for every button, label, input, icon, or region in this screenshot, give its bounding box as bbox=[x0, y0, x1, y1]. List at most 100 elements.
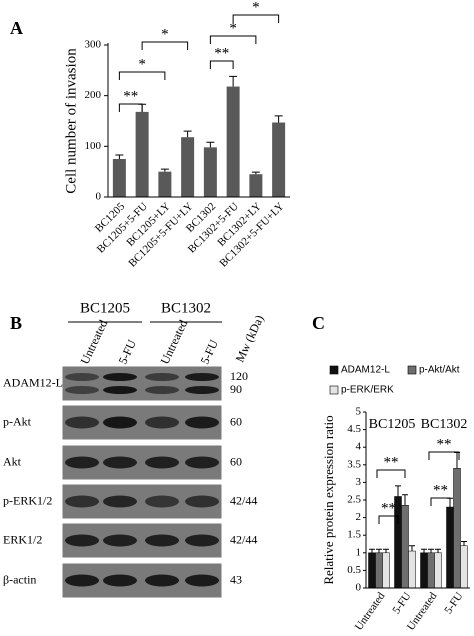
blot-band bbox=[145, 373, 179, 381]
error-bar bbox=[376, 548, 382, 553]
significance-bracket bbox=[430, 497, 451, 506]
row-label: ERK1/2 bbox=[3, 532, 42, 546]
error-bar bbox=[251, 171, 260, 175]
panel-letter: A bbox=[10, 18, 23, 38]
blot-band bbox=[145, 495, 179, 508]
error-bar bbox=[395, 485, 401, 497]
significance-bracket bbox=[118, 103, 143, 112]
row-label: p-ERK1/2 bbox=[3, 493, 52, 507]
blot-band bbox=[103, 416, 137, 429]
error-bar bbox=[369, 548, 375, 553]
significance-label: * bbox=[252, 0, 260, 15]
bar bbox=[427, 552, 435, 589]
y-tick-label: 4.5 bbox=[347, 423, 361, 435]
lane-label: Untreated bbox=[78, 318, 111, 367]
error-bar bbox=[461, 541, 467, 546]
x-tick-label: Untreated bbox=[353, 590, 388, 633]
blot-band bbox=[103, 373, 137, 381]
bar bbox=[272, 122, 286, 197]
significance-bracket bbox=[376, 469, 406, 478]
blot-band bbox=[185, 495, 219, 508]
blot-band bbox=[185, 373, 219, 381]
bar bbox=[375, 552, 383, 589]
significance-bracket bbox=[428, 451, 460, 460]
mw-label: 60 bbox=[230, 454, 242, 468]
bar bbox=[181, 137, 195, 197]
error-bar bbox=[206, 141, 215, 148]
significance-bracket bbox=[209, 60, 234, 69]
blot-band bbox=[65, 534, 99, 547]
error-bar bbox=[183, 130, 192, 138]
blot-band bbox=[145, 574, 179, 587]
y-tick-label: 2 bbox=[356, 511, 362, 523]
error-bar bbox=[383, 548, 389, 553]
significance-bracket bbox=[209, 35, 257, 44]
mw-label: 42/44 bbox=[230, 532, 257, 546]
blot-band bbox=[65, 574, 99, 587]
panel-letter: B bbox=[10, 313, 22, 333]
blot-band bbox=[65, 495, 99, 508]
x-tick-label: 5-FU bbox=[390, 590, 413, 616]
mw-label: 43 bbox=[230, 572, 242, 586]
blot-band bbox=[145, 534, 179, 547]
error-bar bbox=[421, 548, 427, 553]
error-bar bbox=[160, 168, 169, 172]
blot-band bbox=[65, 386, 99, 394]
group-label: BC1205 bbox=[369, 417, 416, 432]
bar bbox=[446, 506, 454, 589]
bar bbox=[249, 174, 263, 197]
y-axis-label: Relative protein expression ratio bbox=[321, 415, 336, 584]
significance-bracket bbox=[118, 71, 166, 80]
y-tick-label: 0 bbox=[96, 191, 102, 203]
mw-label: 90 bbox=[230, 382, 242, 396]
row-label: p-Akt bbox=[3, 414, 32, 428]
significance-label: * bbox=[229, 20, 237, 36]
mw-label: 120 bbox=[230, 369, 248, 383]
significance-bracket bbox=[232, 14, 280, 23]
y-tick-label: 200 bbox=[85, 89, 102, 101]
blot-band bbox=[185, 416, 219, 429]
bar bbox=[408, 550, 416, 589]
y-tick-label: 0 bbox=[356, 582, 362, 594]
legend-swatch bbox=[329, 365, 339, 375]
row-label: β-actin bbox=[3, 572, 36, 586]
significance-label: * bbox=[138, 56, 146, 72]
error-bar bbox=[435, 548, 441, 553]
significance-label: ** bbox=[437, 436, 452, 452]
blot-band bbox=[103, 386, 137, 394]
legend-swatch bbox=[329, 385, 339, 395]
cell-line-label: BC1302 bbox=[161, 300, 211, 316]
significance-label: ** bbox=[433, 482, 448, 498]
legend-swatch bbox=[407, 365, 417, 375]
significance-label: ** bbox=[123, 88, 138, 104]
y-tick-label: 3 bbox=[356, 476, 362, 488]
y-tick-label: 1 bbox=[356, 546, 362, 558]
bar bbox=[460, 545, 468, 589]
legend-label: p-Akt/Akt bbox=[419, 365, 460, 376]
cell-line-label: BC1205 bbox=[80, 300, 130, 316]
bar bbox=[368, 552, 376, 589]
group-label: BC1302 bbox=[421, 417, 468, 432]
lane-label: Untreated bbox=[158, 318, 191, 367]
lane-label: 5-FU bbox=[116, 337, 140, 366]
y-tick-label: 4 bbox=[356, 441, 362, 453]
blot-band bbox=[145, 386, 179, 394]
y-tick-label: 3.5 bbox=[347, 458, 361, 470]
error-bar bbox=[409, 545, 415, 552]
bar bbox=[434, 552, 442, 589]
blot-band bbox=[103, 534, 137, 547]
error-bar bbox=[229, 75, 238, 87]
error-bar bbox=[274, 115, 283, 123]
mw-label: 42/44 bbox=[230, 493, 257, 507]
blot-band bbox=[103, 456, 137, 469]
bar bbox=[401, 505, 409, 589]
blot-band bbox=[65, 416, 99, 429]
y-tick-label: 300 bbox=[85, 39, 102, 51]
blot-band bbox=[65, 373, 99, 381]
y-tick-label: 5 bbox=[356, 406, 362, 418]
blot-band bbox=[103, 574, 137, 587]
error-bar bbox=[115, 154, 124, 159]
error-bar bbox=[428, 548, 434, 553]
panel-letter: C bbox=[312, 313, 325, 333]
